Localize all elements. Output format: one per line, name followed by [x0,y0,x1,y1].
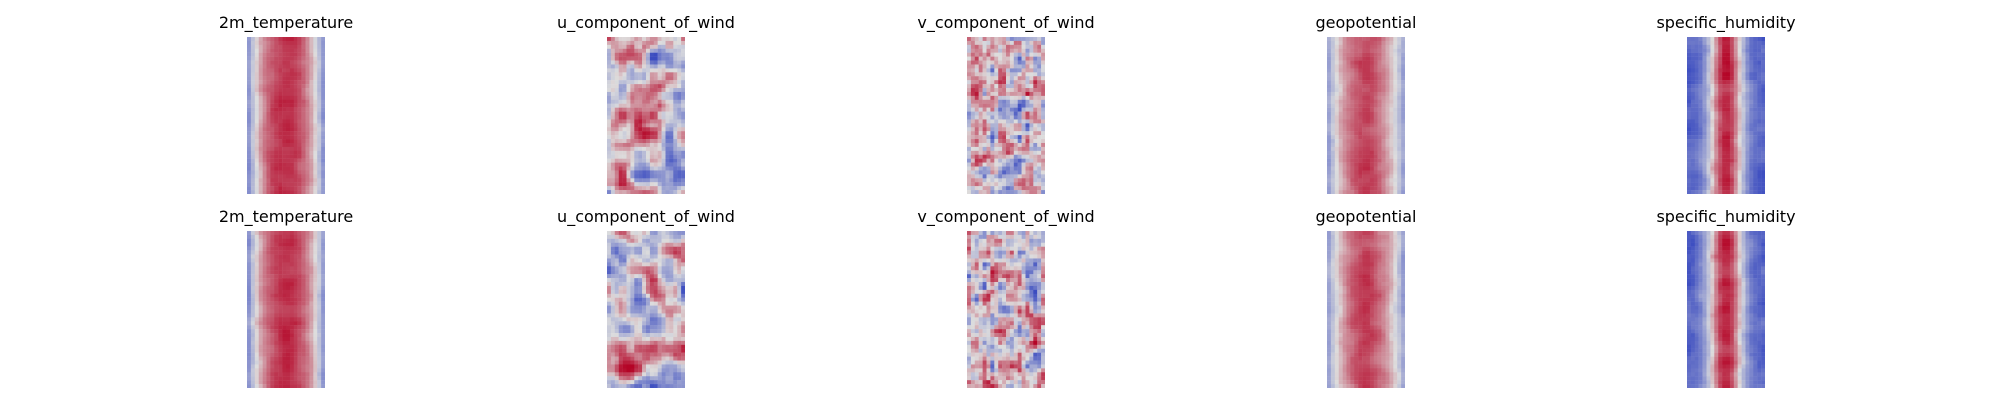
field-heatmap [1327,231,1405,388]
panel-title: 2m_temperature [218,207,354,226]
field-heatmap [607,37,685,194]
panel-title: u_component_of_wind [557,207,735,226]
field-heatmap [1687,37,1765,194]
field-heatmap [967,37,1045,194]
field-heatmap [247,37,325,194]
field-heatmap [967,231,1045,388]
panel-title: specific_humidity [1656,207,1796,226]
field-map [1327,231,1405,388]
field-map [1687,37,1765,194]
field-heatmap [247,231,325,388]
panel-title: v_component_of_wind [917,13,1095,32]
field-map [247,37,325,194]
field-map [607,231,685,388]
field-map [967,37,1045,194]
field-heatmap [1327,37,1405,194]
field-map [607,37,685,194]
field-map [247,231,325,388]
field-heatmap [1687,231,1765,388]
panel-title: geopotential [1315,207,1417,226]
panel-title: 2m_temperature [218,13,354,32]
panel-title: v_component_of_wind [917,207,1095,226]
field-map [1327,37,1405,194]
field-map [1687,231,1765,388]
panel-title: specific_humidity [1656,13,1796,32]
field-map [967,231,1045,388]
panel-title: geopotential [1315,13,1417,32]
field-heatmap [607,231,685,388]
panel-title: u_component_of_wind [557,13,735,32]
